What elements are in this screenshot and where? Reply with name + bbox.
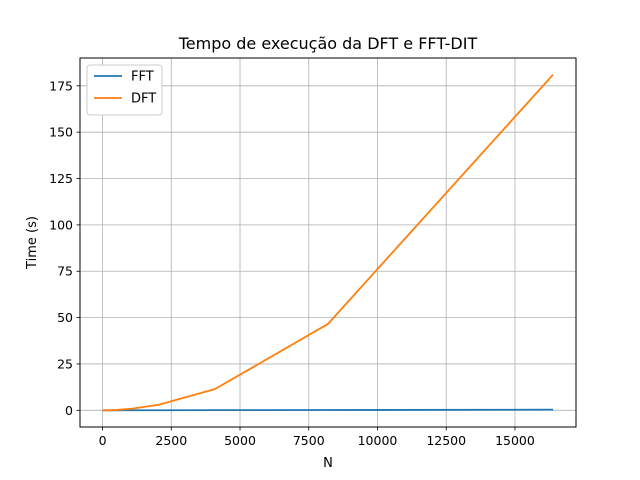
legend-label-fft: FFT (131, 70, 154, 85)
y-tick-label: 100 (49, 217, 73, 232)
x-tick-label: 7500 (293, 433, 325, 448)
y-tick-label: 175 (49, 78, 73, 93)
y-tick-label: 75 (57, 264, 73, 279)
series-layer (101, 74, 554, 412)
y-tick-label: 50 (57, 310, 73, 325)
series-line-fft (101, 408, 554, 412)
x-tick-label: 15000 (495, 433, 535, 448)
y-tick-label: 150 (49, 125, 73, 140)
grid-lines (80, 58, 576, 427)
legend-label-dft: DFT (131, 92, 156, 107)
x-tick-label: 5000 (224, 433, 256, 448)
x-tick-label: 2500 (155, 433, 187, 448)
plot-area-frame (79, 57, 577, 428)
x-tick-label: 0 (99, 433, 107, 448)
chart-title: Tempo de execução da DFT e FFT-DIT (178, 34, 478, 53)
y-tick-label: 125 (49, 171, 73, 186)
legend-box (86, 64, 163, 116)
x-tick-label: 12500 (426, 433, 466, 448)
y-axis: 0 25 50 75 100 125 150 175 (49, 78, 80, 418)
y-axis-label: Time (s) (25, 216, 40, 270)
x-axis-label: N (323, 456, 333, 471)
y-tick-label: 0 (65, 403, 73, 418)
legend: FFT DFT (86, 64, 163, 116)
x-axis: 0 2500 5000 7500 10000 12500 15000 (99, 427, 535, 448)
series-line-dft (101, 74, 554, 412)
y-tick-label: 25 (57, 356, 73, 371)
x-tick-label: 10000 (358, 433, 398, 448)
